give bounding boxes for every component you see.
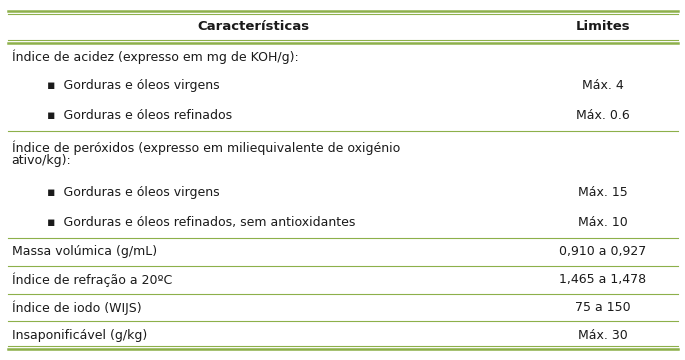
Text: ▪  Gorduras e óleos virgens: ▪ Gorduras e óleos virgens — [47, 79, 219, 92]
Text: Máx. 15: Máx. 15 — [578, 186, 627, 199]
Text: Índice de acidez (expresso em mg de KOH/g):: Índice de acidez (expresso em mg de KOH/… — [12, 50, 299, 64]
Text: Índice de peróxidos (expresso em miliequivalente de oxigénio: Índice de peróxidos (expresso em miliequ… — [12, 140, 400, 155]
Text: 0,910 a 0,927: 0,910 a 0,927 — [559, 245, 647, 258]
Text: Máx. 4: Máx. 4 — [582, 79, 623, 92]
Text: Massa volúmica (g/mL): Massa volúmica (g/mL) — [12, 245, 157, 258]
Text: Máx. 10: Máx. 10 — [578, 216, 627, 229]
Text: Índice de iodo (WIJS): Índice de iodo (WIJS) — [12, 300, 141, 315]
Text: Características: Características — [197, 21, 310, 33]
Text: 75 a 150: 75 a 150 — [575, 301, 631, 314]
Text: Insaponificável (g/kg): Insaponificável (g/kg) — [12, 329, 147, 342]
Text: ▪  Gorduras e óleos virgens: ▪ Gorduras e óleos virgens — [47, 186, 219, 199]
Text: Índice de refração a 20ºC: Índice de refração a 20ºC — [12, 272, 172, 287]
Text: ativo/kg):: ativo/kg): — [12, 154, 71, 167]
Text: Limites: Limites — [575, 21, 630, 33]
Text: 1,465 a 1,478: 1,465 a 1,478 — [559, 273, 647, 286]
Text: ▪  Gorduras e óleos refinados: ▪ Gorduras e óleos refinados — [47, 109, 232, 122]
Text: Máx. 30: Máx. 30 — [578, 329, 627, 342]
Text: Máx. 0.6: Máx. 0.6 — [576, 109, 630, 122]
Text: ▪  Gorduras e óleos refinados, sem antioxidantes: ▪ Gorduras e óleos refinados, sem antiox… — [47, 216, 355, 229]
